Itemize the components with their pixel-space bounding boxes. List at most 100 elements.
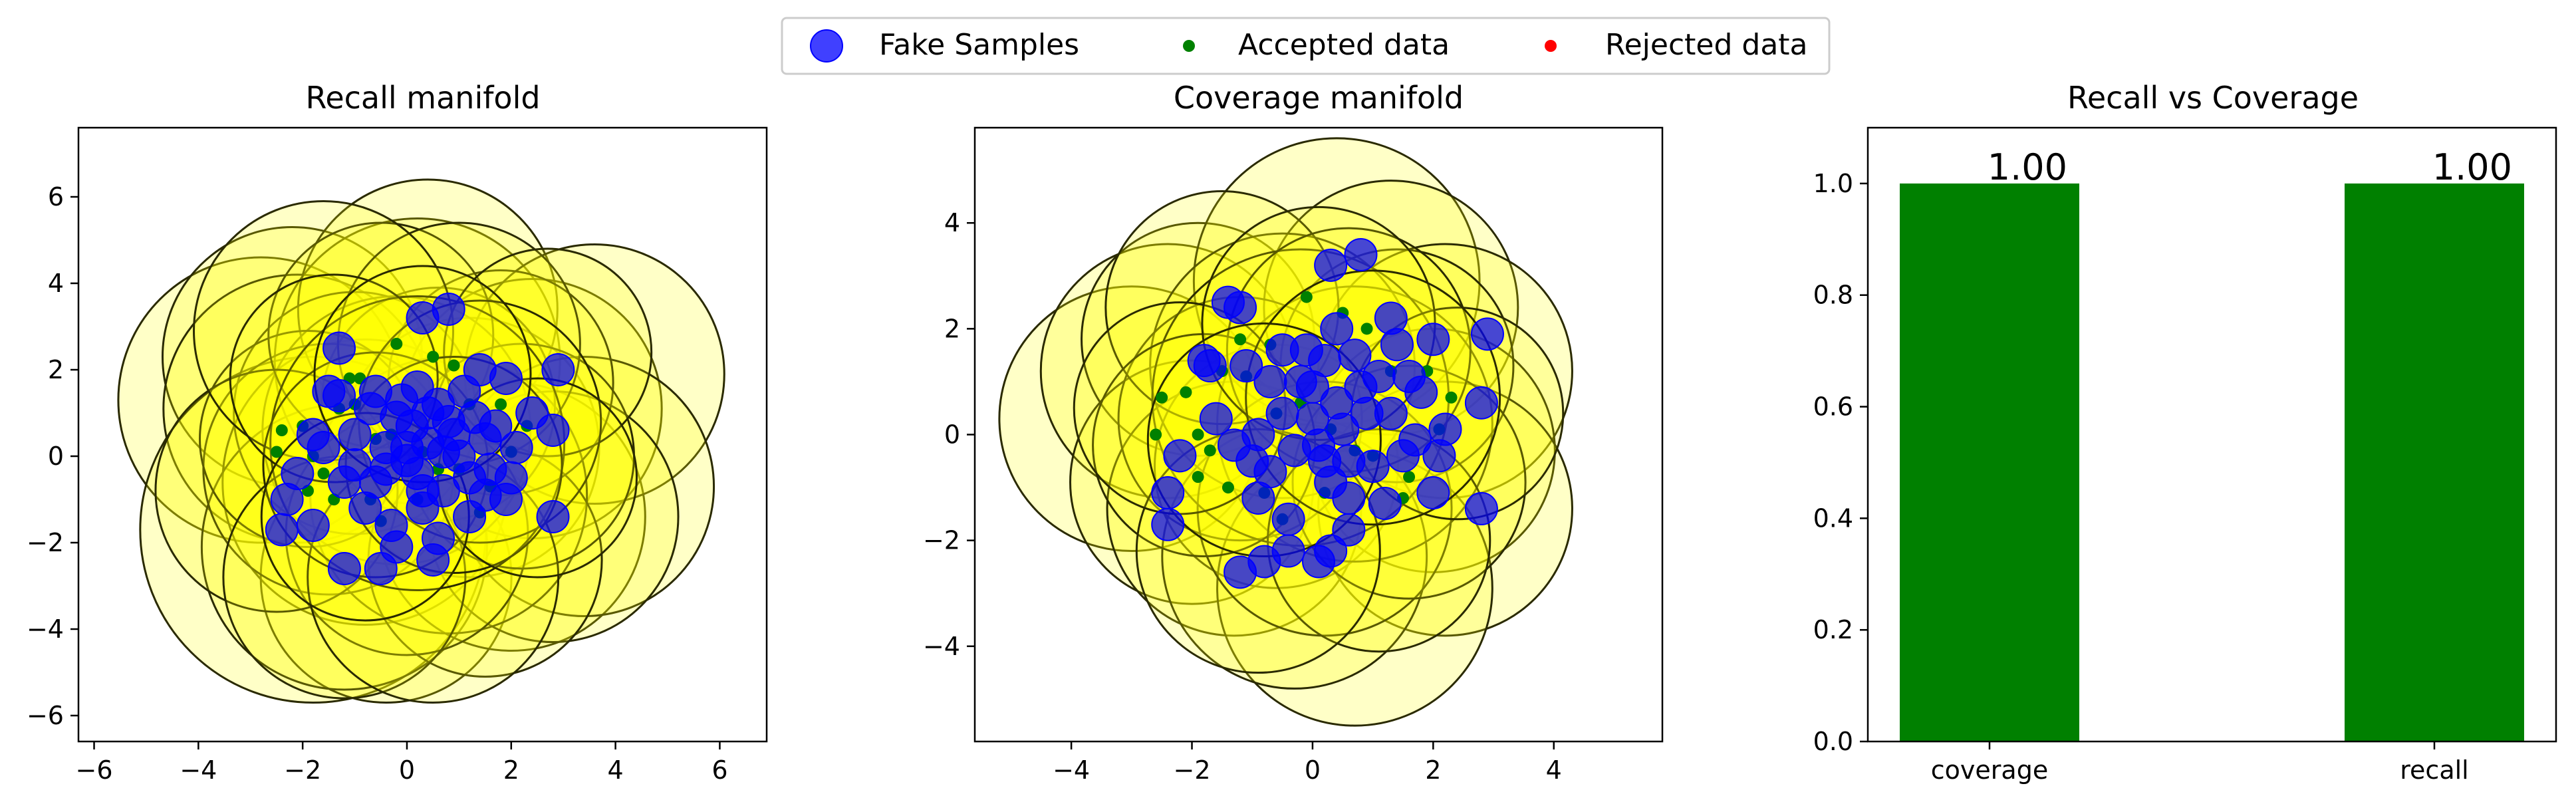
- coverage-manifold-fake-sample-point: [1163, 439, 1197, 473]
- coverage-manifold-accepted-point: [1234, 333, 1247, 346]
- coverage-manifold-ytick-label: 4: [944, 208, 960, 237]
- coverage-manifold-fake-sample-point: [1224, 291, 1257, 325]
- coverage-manifold-fake-sample-point: [1224, 555, 1257, 589]
- coverage-manifold-fake-sample-point: [1368, 486, 1402, 520]
- recall-manifold-ytick-label: 6: [48, 182, 64, 211]
- recall-manifold-accepted-point: [448, 359, 460, 372]
- recall-manifold-fake-sample-point: [406, 301, 440, 335]
- coverage-manifold-accepted-point: [1445, 391, 1458, 404]
- bar-recall: [2345, 183, 2524, 742]
- recall-manifold-fake-sample-point: [437, 418, 471, 452]
- coverage-manifold-fake-sample-point: [1398, 423, 1432, 457]
- bar-coverage: [1900, 183, 2079, 742]
- recall-manifold-fake-sample-point: [385, 383, 419, 417]
- coverage-manifold-fake-sample-point: [1464, 386, 1498, 420]
- bar-ytick-label: 0.6: [1813, 392, 1853, 422]
- recall-manifold-fake-sample-point: [281, 457, 315, 490]
- coverage-manifold-fake-sample-point: [1151, 476, 1185, 510]
- coverage-manifold-xtick-label: 2: [1425, 755, 1441, 785]
- recall-manifold-fake-sample-point: [348, 491, 382, 525]
- coverage-manifold-xtick-label: −2: [1174, 755, 1211, 785]
- coverage-manifold-fake-sample-point: [1271, 502, 1305, 536]
- legend-marker-accepted: [1183, 40, 1195, 52]
- coverage-manifold-accepted-point: [1192, 471, 1204, 483]
- coverage-manifold-fake-sample-point: [1326, 412, 1360, 446]
- bar-value-label-coverage: 1.00: [1988, 146, 2067, 188]
- coverage-manifold-accepted-point: [1150, 428, 1162, 441]
- coverage-manifold-accepted-point: [1222, 481, 1234, 494]
- recall-manifold-fake-sample-point: [536, 414, 570, 447]
- recall-manifold-xtick-label: 6: [711, 755, 727, 785]
- bar-ytick-label: 0.4: [1813, 503, 1853, 533]
- recall-manifold-fake-sample-point: [479, 409, 513, 443]
- coverage-manifold-panel: Coverage manifold −4 −2 0 2 4 −4 −2 0 2 4: [923, 80, 1664, 785]
- coverage-manifold-fake-sample-point: [1356, 450, 1390, 483]
- recall-manifold-ytick-label: −2: [27, 528, 64, 557]
- coverage-manifold-fake-sample-point: [1289, 333, 1323, 367]
- bar-xtick-label: recall: [2400, 755, 2468, 785]
- recall-vs-coverage-panel: Recall vs Coverage 1.00 1.00 coverage reca…: [1813, 80, 2557, 785]
- recall-manifold-xtick-label: −4: [180, 755, 217, 785]
- coverage-manifold-accepted-point: [1180, 386, 1192, 398]
- bar-value-label-recall: 1.00: [2432, 146, 2512, 188]
- recall-vs-coverage-title: Recall vs Coverage: [2067, 80, 2359, 116]
- coverage-manifold-ytick-label: 0: [944, 420, 960, 450]
- recall-manifold-fake-sample-point: [364, 552, 398, 585]
- legend-frame: [781, 17, 1831, 75]
- recall-manifold-fake-sample-point: [422, 388, 455, 421]
- recall-manifold-fake-sample-point: [322, 379, 356, 412]
- recall-manifold-xtick-label: 2: [503, 755, 519, 785]
- coverage-manifold-fake-sample-point: [1350, 396, 1384, 430]
- recall-vs-coverage-plot-area: 1.00 1.00: [1900, 146, 2524, 742]
- recall-manifold-accepted-point: [390, 338, 403, 350]
- coverage-manifold-fake-sample-point: [1416, 323, 1450, 356]
- bar-xtick-label: coverage: [1931, 755, 2048, 785]
- bar-ytick-label: 0.8: [1813, 281, 1853, 310]
- recall-manifold-ytick-label: 0: [48, 442, 64, 471]
- recall-manifold-fake-sample-point: [489, 362, 523, 395]
- coverage-manifold-fake-sample-point: [1193, 349, 1227, 383]
- coverage-manifold-fake-sample-point: [1344, 237, 1378, 271]
- coverage-manifold-xtick-label: −4: [1053, 755, 1090, 785]
- recall-vs-coverage-ticks: coverage recall 0.0 0.2 0.4 0.6 0.8 1.0: [1813, 169, 2469, 785]
- recall-manifold-fake-sample-point: [390, 444, 424, 477]
- coverage-manifold-title: Coverage manifold: [1174, 80, 1464, 116]
- coverage-manifold-fake-sample-point: [1380, 328, 1414, 362]
- legend-marker-fake: [810, 29, 843, 63]
- recall-manifold-accepted-point: [275, 424, 288, 436]
- coverage-manifold-fake-sample-point: [1392, 359, 1426, 393]
- coverage-manifold-ticks: −4 −2 0 2 4 −4 −2 0 2 4: [923, 208, 1562, 785]
- recall-manifold-fake-sample-point: [322, 331, 356, 365]
- recall-manifold-fake-sample-point: [541, 353, 575, 386]
- recall-manifold-xtick-label: −2: [284, 755, 321, 785]
- coverage-manifold-fake-sample-point: [1265, 396, 1299, 430]
- coverage-manifold-accepted-point: [1156, 391, 1168, 404]
- recall-manifold-fake-sample-point: [374, 509, 408, 542]
- coverage-manifold-ytick-label: 2: [944, 314, 960, 343]
- coverage-manifold-fake-sample-point: [1151, 507, 1185, 541]
- coverage-manifold-fake-sample-point: [1416, 476, 1450, 510]
- coverage-manifold-accepted-point: [1403, 471, 1416, 483]
- recall-manifold-axes-frame: [77, 126, 768, 743]
- coverage-manifold-fake-sample-point: [1229, 349, 1263, 383]
- legend-label-rejected: Rejected data: [1605, 28, 1808, 62]
- coverage-manifold-fake-sample-point: [1320, 312, 1354, 346]
- coverage-manifold-accepted-point: [1360, 323, 1373, 335]
- recall-manifold-fake-sample-point: [416, 543, 450, 577]
- recall-manifold-ytick-label: 2: [48, 355, 64, 384]
- recall-manifold-fake-sample-point: [536, 500, 570, 533]
- legend-label-fake: Fake Samples: [879, 28, 1079, 62]
- coverage-manifold-fake-sample-point: [1362, 359, 1396, 393]
- recall-manifold-ytick-label: −4: [27, 614, 64, 644]
- coverage-manifold-fake-sample-point: [1241, 481, 1275, 515]
- recall-manifold-fake-sample-point: [265, 513, 299, 547]
- coverage-manifold-fake-sample-point: [1470, 317, 1504, 351]
- recall-manifold-panel: Recall manifold −6 −4 −2 0 2 4 6 −6 −4 −2 0 2 4 6: [27, 80, 768, 785]
- recall-manifold-fake-sample-point: [327, 552, 361, 585]
- recall-manifold-ticks: −6 −4 −2 0 2 4 6 −6 −4 −2 0 2 4 6: [27, 182, 728, 785]
- recall-manifold-accepted-point: [270, 446, 283, 458]
- coverage-manifold-fake-sample-point: [1235, 444, 1269, 478]
- coverage-manifold-fake-sample-point: [1338, 338, 1372, 372]
- coverage-manifold-fake-sample-point: [1199, 402, 1233, 436]
